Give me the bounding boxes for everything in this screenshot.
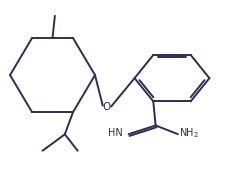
- Text: HN: HN: [108, 128, 123, 138]
- Text: NH$_2$: NH$_2$: [179, 126, 199, 140]
- Text: O: O: [103, 102, 111, 112]
